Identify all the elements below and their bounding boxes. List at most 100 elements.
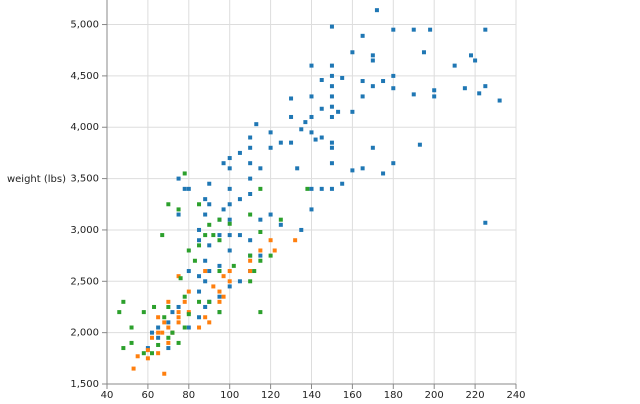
point (248, 161, 253, 166)
point (391, 73, 396, 78)
point (156, 351, 161, 356)
axes: 40 60 80 100 120 140 160 180 200 220 240 1,500 2,000… (70, 0, 526, 401)
point (166, 304, 171, 309)
point (370, 145, 375, 150)
point (217, 310, 222, 315)
point (360, 33, 365, 38)
point (149, 335, 154, 340)
point (268, 212, 273, 217)
point (432, 88, 437, 93)
point (329, 94, 334, 99)
point (258, 253, 263, 258)
point (207, 243, 212, 248)
point (186, 186, 191, 191)
point (248, 269, 253, 274)
point (374, 8, 379, 13)
point (370, 53, 375, 58)
point (254, 122, 259, 127)
point (483, 220, 488, 225)
point (197, 238, 202, 243)
point (145, 346, 150, 351)
point (258, 217, 263, 222)
point (313, 137, 318, 142)
point (197, 325, 202, 330)
point (309, 114, 314, 119)
point (162, 371, 167, 376)
point (170, 310, 175, 315)
point (248, 192, 253, 196)
point (182, 325, 187, 330)
point (248, 238, 253, 243)
point (221, 207, 226, 212)
point (248, 145, 253, 150)
point (166, 340, 171, 345)
point (473, 58, 478, 63)
point (162, 315, 167, 320)
point (176, 212, 181, 217)
point (268, 238, 273, 243)
point (176, 320, 181, 325)
point (350, 50, 355, 55)
point (176, 176, 181, 181)
point (237, 279, 242, 284)
point (197, 243, 202, 248)
point (197, 274, 202, 279)
point (197, 289, 202, 294)
marks (117, 8, 502, 376)
point (182, 299, 187, 304)
point (289, 140, 294, 145)
point (178, 276, 183, 281)
point (207, 320, 212, 325)
point (227, 284, 232, 289)
point (156, 335, 161, 340)
y-tick-label: 3,000 (70, 225, 99, 236)
point (231, 263, 236, 268)
point (411, 92, 416, 97)
point (336, 109, 341, 114)
point (227, 186, 232, 191)
point (166, 299, 171, 304)
point (370, 58, 375, 63)
point (186, 325, 191, 330)
point (329, 161, 334, 166)
x-tick-label: 140 (302, 390, 321, 400)
y-tick-label: 4,500 (70, 71, 99, 82)
point (329, 145, 334, 150)
point (227, 279, 232, 284)
point (186, 289, 191, 294)
point (340, 75, 345, 80)
point (278, 222, 283, 227)
y-tick-label: 2,000 (70, 328, 99, 339)
point (248, 279, 253, 284)
point (370, 84, 375, 89)
point (207, 202, 212, 207)
point (428, 27, 433, 32)
point (278, 217, 283, 222)
point (156, 325, 161, 330)
point (227, 217, 232, 222)
point (207, 222, 212, 227)
point (203, 304, 208, 309)
point (176, 310, 181, 315)
point (211, 233, 216, 238)
point (186, 312, 191, 317)
point (268, 253, 273, 258)
point (237, 233, 242, 238)
point (309, 130, 314, 135)
point (381, 171, 386, 176)
point (176, 304, 181, 309)
point (452, 63, 457, 68)
point (211, 284, 216, 289)
point (417, 142, 422, 147)
point (176, 207, 181, 212)
point (227, 269, 232, 274)
point (319, 78, 324, 82)
point (329, 24, 334, 29)
point (299, 127, 304, 132)
point (145, 356, 150, 361)
x-tick-label: 60 (142, 390, 155, 400)
y-axis-title: weight (lbs) (7, 174, 66, 185)
point (217, 289, 222, 294)
point (217, 238, 222, 243)
point (217, 299, 222, 304)
